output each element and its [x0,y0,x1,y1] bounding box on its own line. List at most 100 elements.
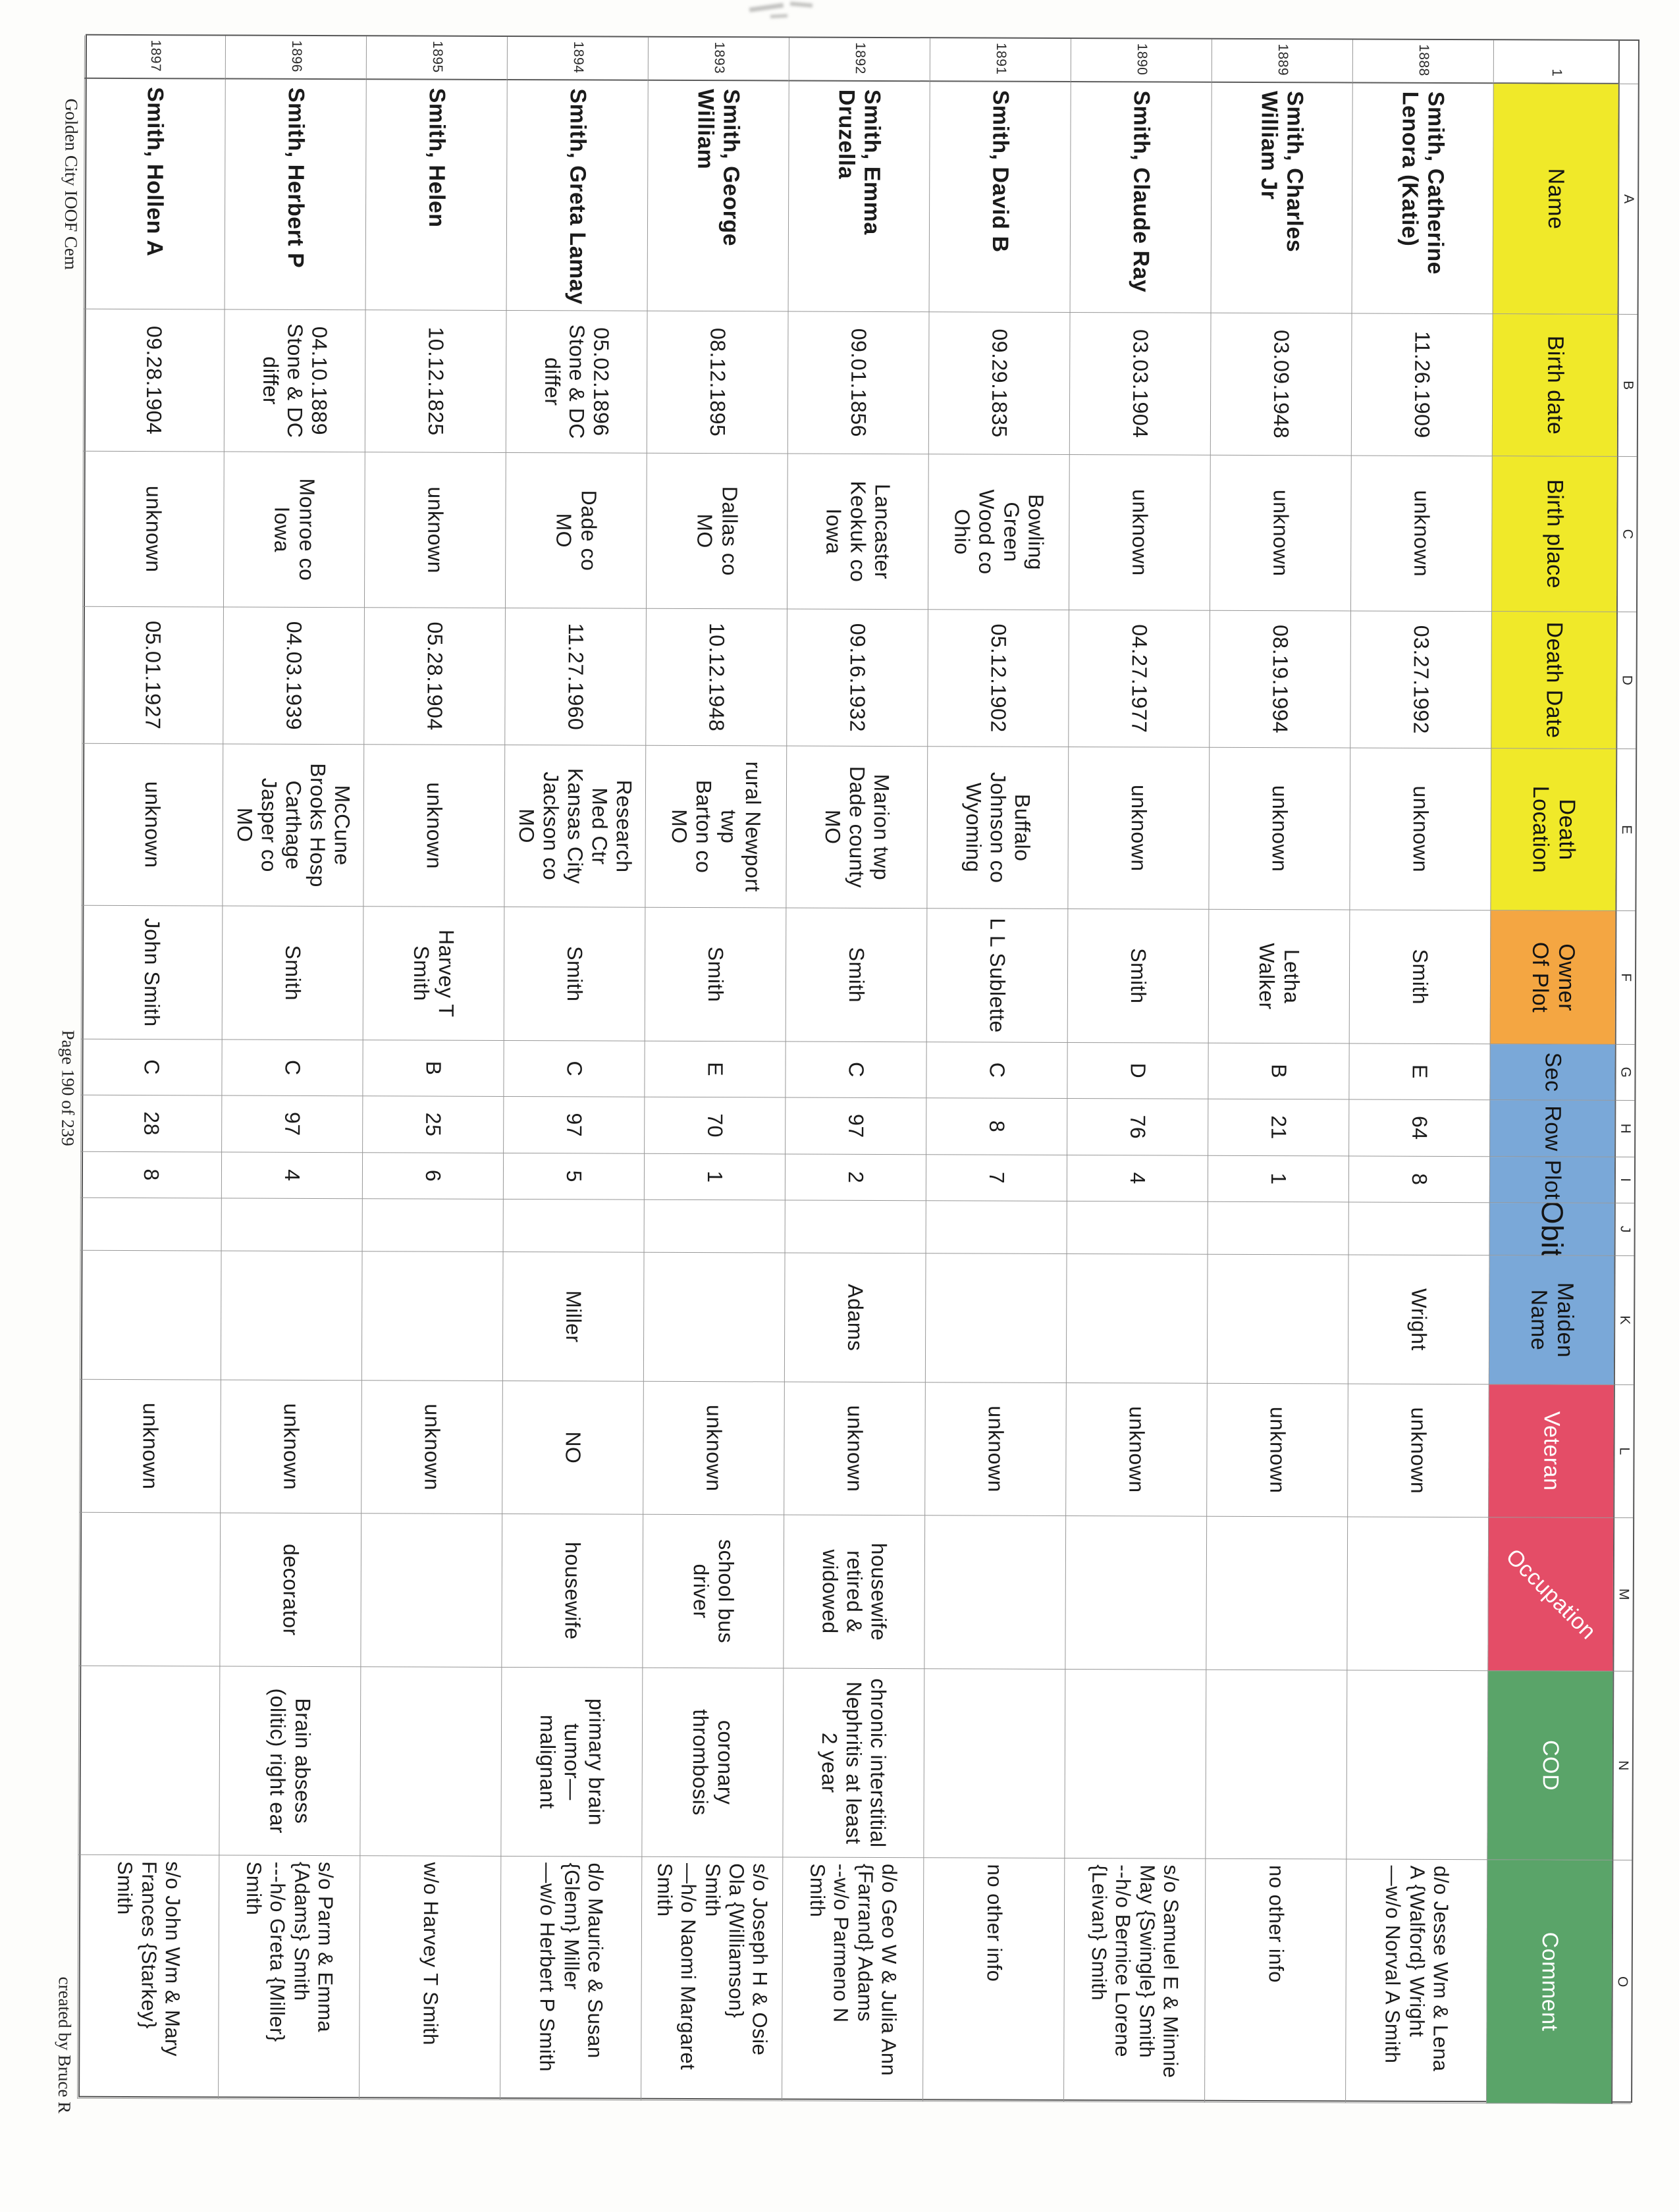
cell-1893-maiden_name [643,1252,785,1382]
cell-1897-veteran: unknown [79,1379,221,1514]
cell-1893-veteran: unknown [643,1381,784,1515]
cell-1894-owner: Smith [503,907,645,1041]
cell-1893-sec: E [644,1041,786,1098]
cell-1896-occupation: decorator [219,1513,361,1668]
cell-1891-birth_place: Bowling Green Wood co Ohio [927,454,1069,610]
cell-1889-occupation [1206,1516,1348,1671]
cell-1890-plot: 4 [1066,1155,1208,1202]
cell-1896-veteran: unknown [220,1380,361,1514]
cell-1897-birth_place: unknown [82,451,224,608]
cell-1890-sec: D [1067,1042,1208,1099]
cell-1891-name: Smith, David B [928,82,1071,313]
cell-1893-name: Smith, George William [647,80,789,312]
cell-1891-row: 8 [926,1098,1067,1155]
cell-1892-owner: Smith [785,908,927,1043]
cell-1891-plot: 7 [925,1155,1067,1201]
cell-1889-cod [1205,1670,1347,1860]
cell-1891-birth_date: 09.29.1835 [928,312,1070,455]
cell-1895-death_date: 05.28.1904 [363,608,505,745]
cell-1890-name: Smith, Claude Ray [1069,82,1212,313]
cell-1895-birth_place: unknown [363,452,506,608]
cell-1895-cod [360,1667,502,1856]
cell-1893-birth_date: 08.12.1895 [646,311,788,454]
cell-1896-cod: Brain absess (olitic) right ear [219,1666,361,1856]
cell-1889-name: Smith, Charles William Jr [1210,82,1352,314]
cell-1896-maiden_name [220,1251,362,1381]
cell-1890-death_date: 04.27.1977 [1068,610,1210,748]
column-letter-E: E [1615,749,1636,911]
cell-1890-comment: s/o Samuel E & Minnie May {Swingle} Smit… [1063,1858,1206,2103]
cell-1892-plot: 2 [784,1154,926,1201]
header-cell-cod: COD [1487,1671,1613,1860]
cell-1894-comment: d/o Maurice & Susan {Glenn} Miller —w/o … [500,1856,642,2101]
cell-1897-name: Smith, Hollen A [83,78,225,310]
cell-1892-name: Smith, Emma Druzella [787,81,930,313]
grid-corner [1618,40,1638,84]
cell-1888-death_date: 03.27.1992 [1350,611,1491,749]
header-label-occupation: Occupation [1501,1543,1601,1645]
cell-1893-birth_place: Dallas co MO [645,453,787,610]
cell-1890-birth_date: 03.03.1904 [1069,312,1211,456]
cell-1892-comment: d/o Geo W & Julia Ann {Farrand} Adams --… [782,1857,924,2102]
cell-1896-death_location: McCune Brooks Hosp Carthage Jasper co MO [222,744,364,907]
cell-1891-cod [923,1669,1065,1858]
cell-1894-death_location: Research Med Ctr Kansas City Jackson co … [504,745,646,908]
column-letter-L: L [1613,1384,1634,1518]
cell-1892-veteran: unknown [784,1382,925,1516]
cell-1893-death_location: rural Newport twp Barton co MO [645,745,787,908]
cell-1895-row: 25 [362,1096,504,1153]
cell-1892-sec: C [785,1041,926,1099]
cell-1890-birth_place: unknown [1068,454,1210,611]
cell-1893-obit [643,1199,785,1253]
cell-1897-owner: John Smith [80,905,223,1040]
cell-1889-death_location: unknown [1208,747,1350,910]
cell-1890-veteran: unknown [1065,1382,1207,1517]
header-cell-occupation: Occupation [1487,1517,1614,1672]
cell-1890-death_location: unknown [1067,747,1210,910]
header-cell-obit: Obit [1489,1203,1614,1256]
column-letter-J: J [1614,1203,1634,1256]
header-cell-death_location: Death Location [1490,749,1616,911]
cell-1888-plot: 8 [1348,1156,1490,1203]
column-letter-O: O [1611,1860,1632,2104]
cell-1896-owner: Smith [221,906,363,1041]
cell-1895-comment: w/o Harvey T Smith [359,1856,501,2100]
cell-1895-veteran: unknown [361,1381,502,1514]
column-letter-B: B [1616,314,1638,457]
cell-1888-obit [1348,1202,1489,1256]
header-cell-name: Name [1492,84,1618,315]
row-number-1896: 1896 [225,36,367,80]
cell-1894-maiden_name: Miller [502,1251,644,1382]
cell-1897-sec: C [80,1039,222,1096]
cell-1888-cod [1346,1670,1488,1860]
column-letter-I: I [1614,1157,1635,1203]
column-letter-D: D [1616,612,1636,749]
column-letter-H: H [1614,1100,1635,1157]
cell-1892-occupation: housewife retired & widowed [783,1515,925,1670]
header-cell-birth_place: Birth place [1491,456,1617,612]
column-letter-C: C [1616,456,1637,612]
cell-1892-death_date: 09.16.1932 [786,609,928,747]
cell-1896-sec: C [221,1040,363,1097]
cell-1893-cod: coronary thrombosis [641,1668,784,1858]
row-number-1893: 1893 [647,37,789,82]
row-number-1897: 1897 [84,35,226,80]
cell-1894-cod: primary brain tumor— malignant [500,1667,643,1857]
cell-1888-owner: Smith [1348,910,1491,1045]
cell-1897-plot: 8 [80,1151,222,1199]
column-letter-A: A [1617,84,1638,315]
cell-1888-sec: E [1348,1043,1490,1101]
cell-1894-row: 97 [503,1096,645,1154]
cell-1889-plot: 1 [1207,1155,1349,1203]
print-footer: Golden City IOOF Cem Page 190 of 239 cre… [47,34,82,2207]
cell-1897-comment: s/o John Wm & Mary Frances {Starkey} Smi… [77,1855,219,2099]
cell-1891-comment: no other info [922,1858,1065,2102]
cell-1888-name: Smith, Catherine Lenora (Katie) [1351,83,1493,315]
cell-1889-birth_place: unknown [1209,455,1351,612]
cell-1891-occupation [924,1515,1066,1670]
cell-1894-obit [502,1199,644,1253]
row-number-1894: 1894 [506,36,649,81]
header-cell-death_date: Death Date [1491,612,1616,749]
cell-1893-owner: Smith [644,907,786,1042]
cell-1890-row: 76 [1067,1098,1208,1156]
